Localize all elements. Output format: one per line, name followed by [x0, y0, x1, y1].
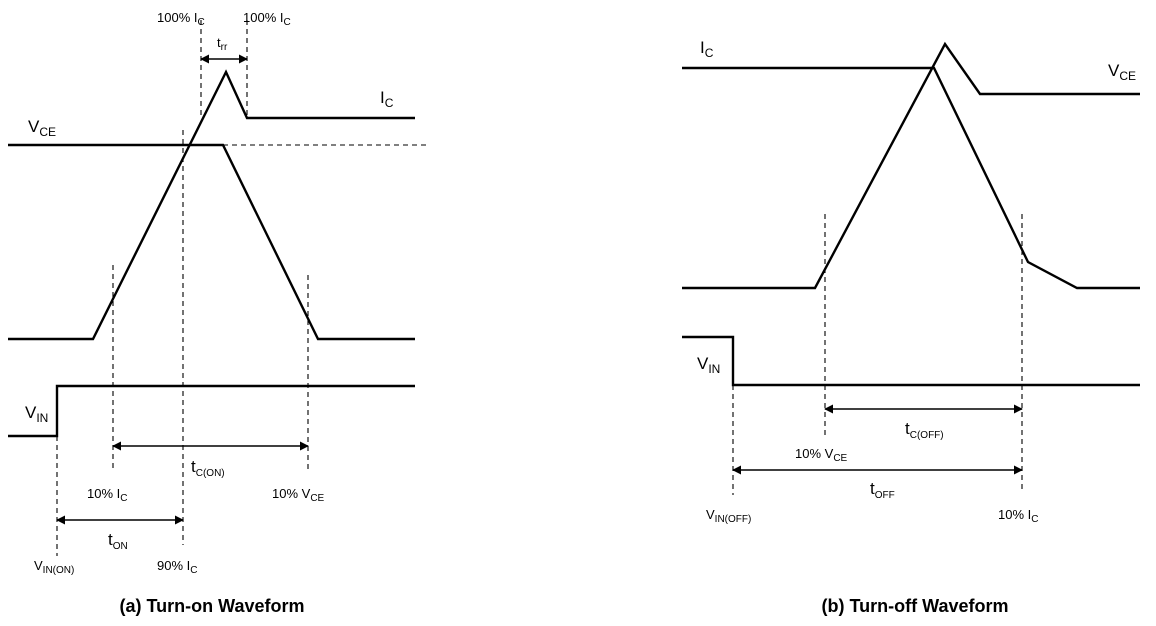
turn-on-vce-label: VCE [28, 117, 56, 139]
turn-off-vce-waveform [682, 41, 1140, 290]
turn-on-ic10-label: 10% IC [87, 486, 127, 504]
turn-off-vin-waveform [682, 335, 1140, 387]
turn-on-vin-waveform [8, 384, 415, 438]
turn-on-ic-waveform [8, 69, 415, 341]
turn-off-vce-label: VCE [1108, 61, 1136, 83]
turn-off-ic-label: IC [700, 38, 714, 60]
turn-off-caption: (b) Turn-off Waveform [822, 596, 1009, 616]
turn-on-caption: (a) Turn-on Waveform [120, 596, 305, 616]
turn-off-t-off-label: tOFF [870, 479, 895, 501]
turn-off-tc-off-label: tC(OFF) [905, 419, 944, 441]
turn-off-vin-label: VIN [697, 354, 720, 376]
turn-on-ic90-label: 90% IC [157, 558, 197, 576]
turn-on-tc-on-label: tC(ON) [191, 457, 225, 479]
turn-on-panel: 100% IC 100% IC trr VCE IC VIN tC(ON) 10… [8, 10, 430, 616]
turn-on-vin-label: VIN [25, 403, 48, 425]
turn-off-vce10-label: 10% VCE [795, 446, 848, 464]
turn-on-t-on-label: tON [108, 530, 128, 552]
turn-on-top-left-marker-label: 100% IC [157, 10, 205, 28]
turn-off-ic10-label: 10% IC [998, 507, 1038, 525]
turn-off-ic-waveform [682, 66, 1140, 290]
turn-on-vce-waveform [8, 143, 415, 341]
turn-on-top-right-marker-label: 100% IC [243, 10, 291, 28]
turn-on-trr-label: trr [217, 35, 228, 53]
turn-off-vin-off-label: VIN(OFF) [706, 507, 751, 525]
turn-off-panel: IC VCE VIN tC(OFF) 10% VCE tOFF VIN(OFF)… [682, 38, 1140, 616]
turn-on-vin-on-label: VIN(ON) [34, 558, 74, 576]
turn-on-ic-label: IC [380, 88, 394, 110]
turn-on-vce10-label: 10% VCE [272, 486, 325, 504]
